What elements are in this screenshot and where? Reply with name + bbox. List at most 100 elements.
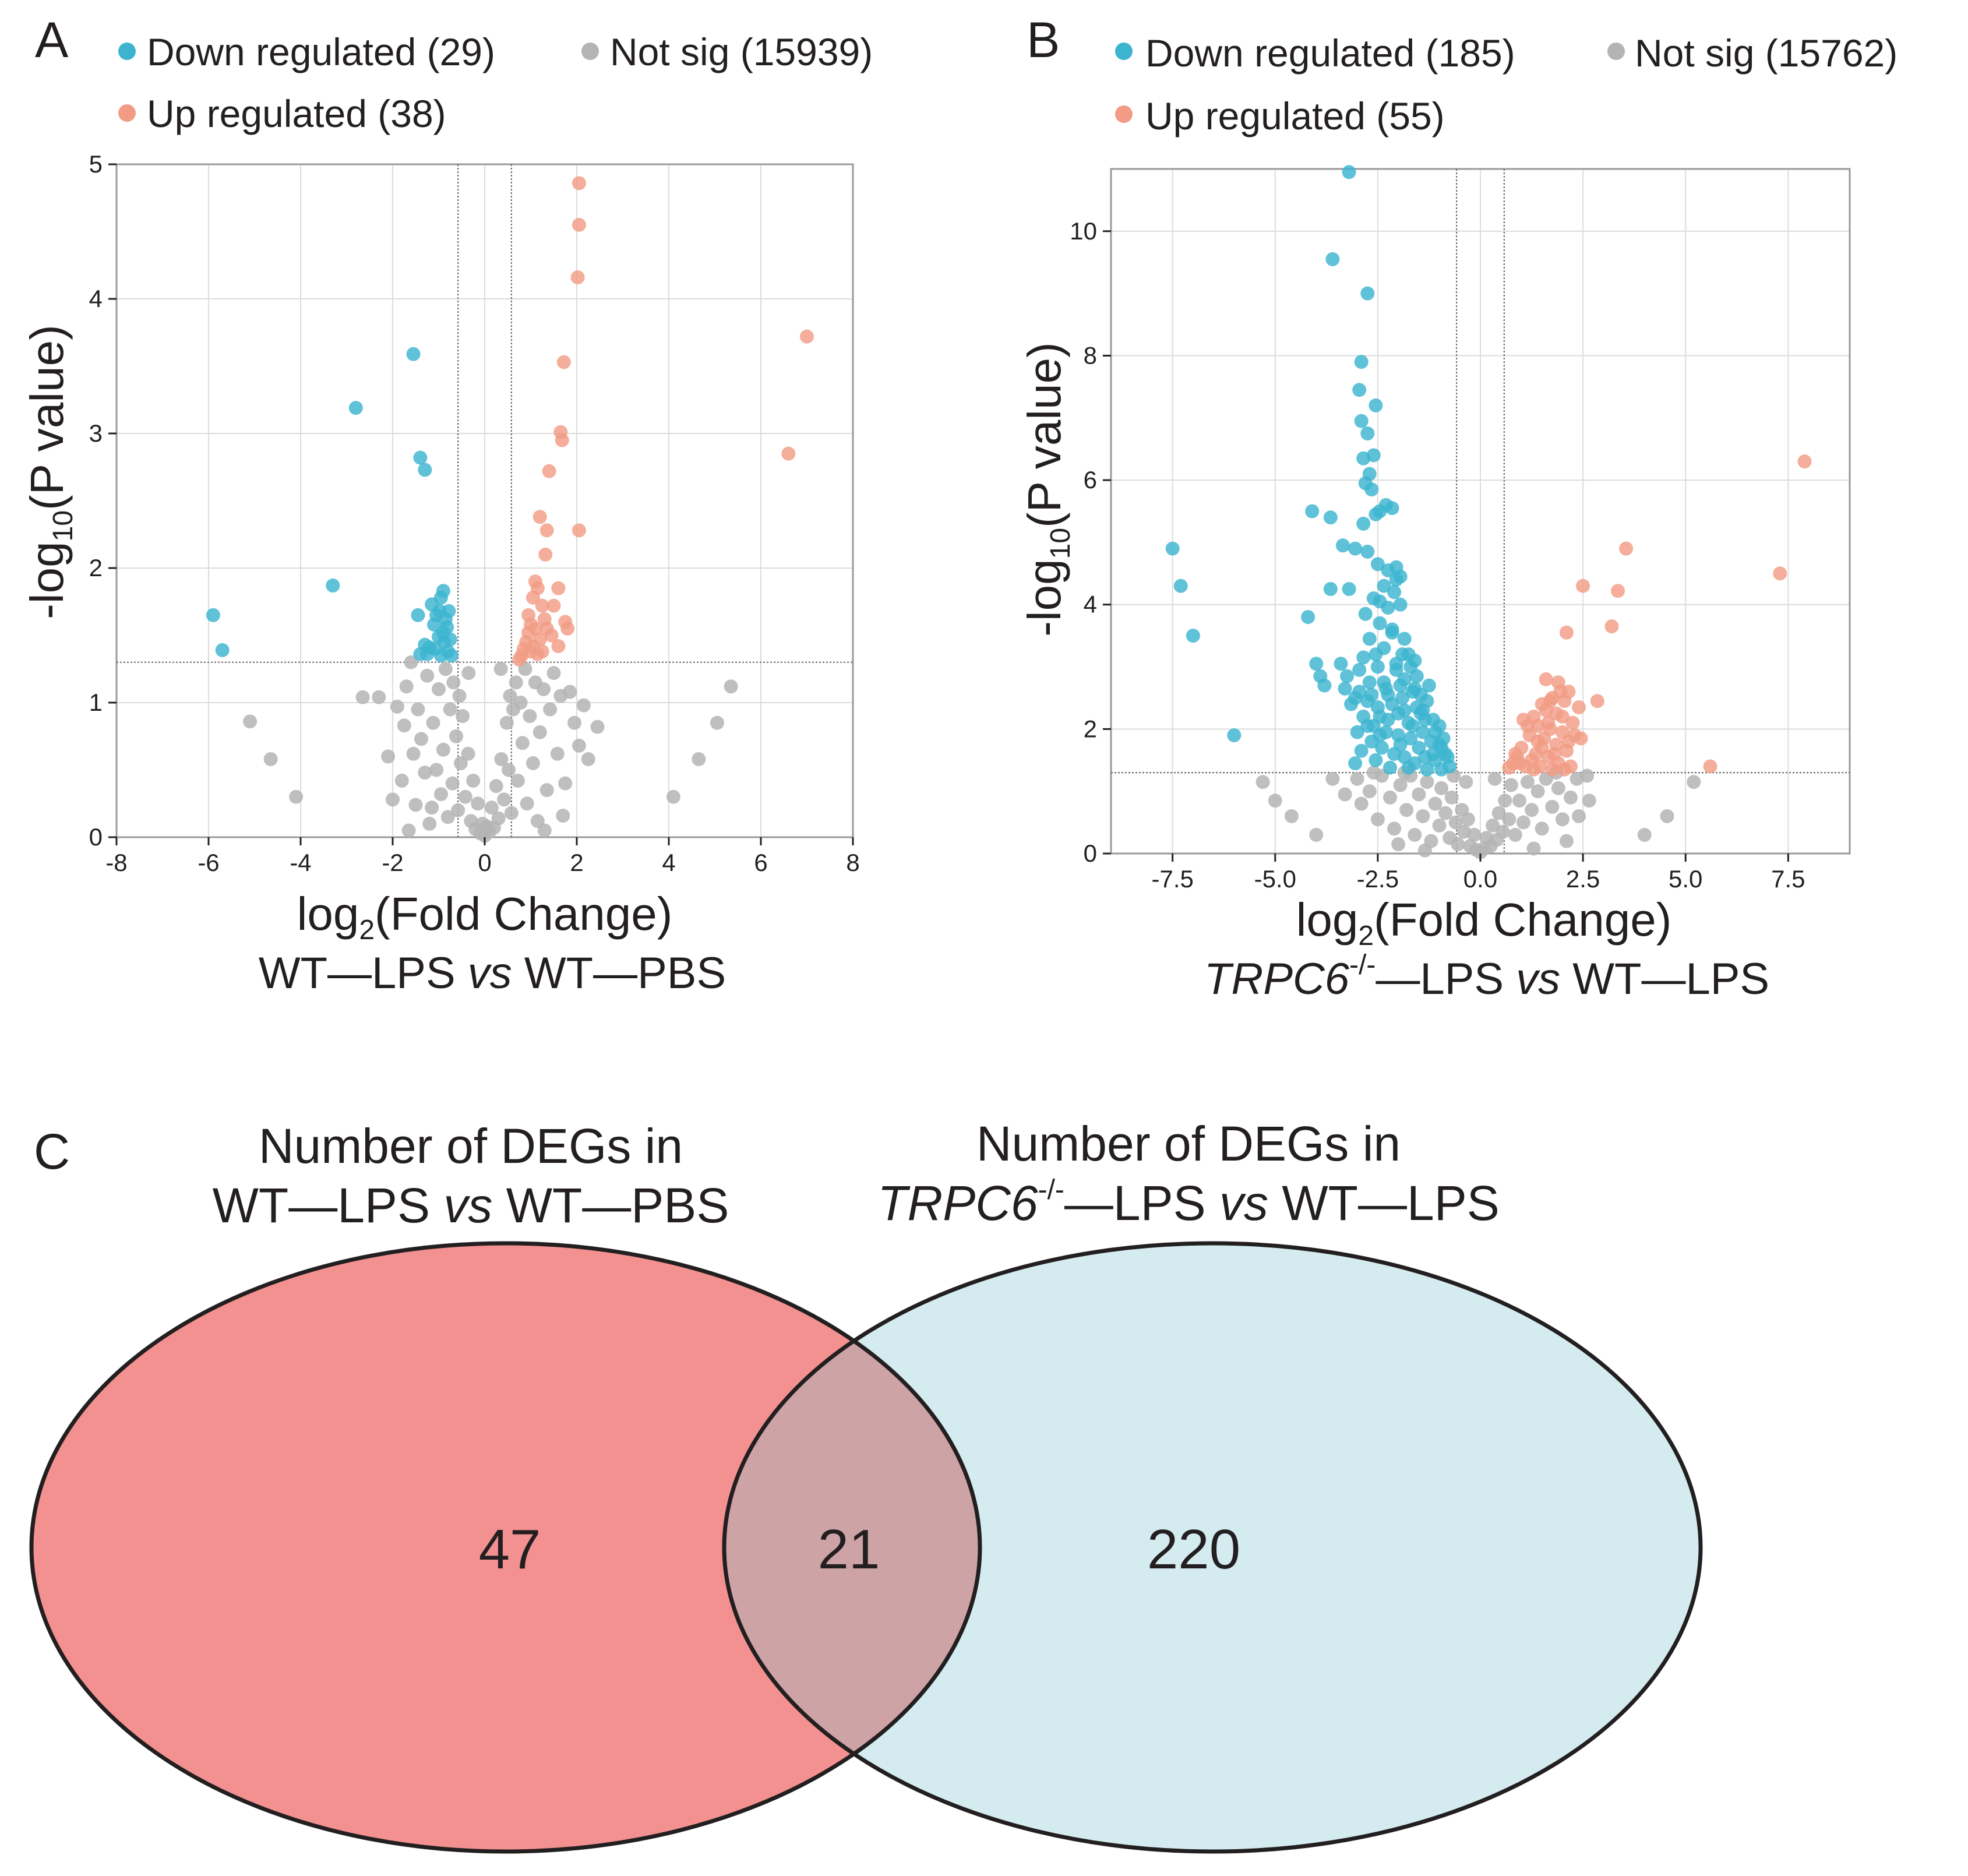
point-b-down-44 — [1370, 660, 1385, 674]
point-a-up-12 — [538, 547, 553, 562]
point-b-not-sig-20 — [1432, 818, 1447, 833]
point-b-down-76 — [1354, 743, 1369, 758]
point-b-not-sig-10 — [1387, 821, 1402, 836]
point-a-not-sig-8 — [397, 718, 411, 733]
point-b-not-sig-62 — [1338, 787, 1352, 802]
venn-right-title-right: WT—LPS — [1282, 1176, 1499, 1230]
point-a-not-sig-56 — [515, 736, 530, 750]
point-b-up-38 — [1703, 759, 1717, 774]
point-a-up-35 — [560, 621, 575, 636]
point-a-not-sig-19 — [429, 763, 444, 777]
point-b-not-sig-6 — [1362, 784, 1377, 799]
point-b-down-27 — [1377, 579, 1391, 593]
point-a-not-sig-29 — [451, 803, 465, 817]
point-b-not-sig-64 — [1417, 843, 1432, 858]
point-b-down-3 — [1354, 355, 1369, 369]
point-a-not-sig-77 — [692, 752, 706, 767]
y-tick-label-b-5: 10 — [1070, 217, 1097, 245]
venn-left-circle — [31, 1243, 980, 1852]
point-b-not-sig-72 — [1580, 768, 1595, 783]
point-b-down-47 — [1340, 669, 1355, 683]
point-b-down-29 — [1323, 582, 1338, 597]
comparison-b-vs: vs — [1516, 954, 1560, 1004]
x-tick-label-a-8: 8 — [846, 849, 859, 876]
venn-left-title-vs: vs — [443, 1178, 492, 1233]
point-a-up-1 — [572, 217, 586, 232]
x-tick-label-b-6: 7.5 — [1771, 865, 1805, 893]
point-b-up-13 — [1590, 694, 1604, 708]
panel-label-b: B — [1027, 12, 1060, 68]
point-b-down-119 — [1401, 647, 1416, 662]
point-b-down-106 — [1309, 657, 1324, 671]
point-b-down-96 — [1377, 675, 1391, 690]
x-tick-label-a-4: 0 — [478, 849, 491, 876]
point-a-not-sig-15 — [418, 766, 432, 780]
venn-overlap-count: 21 — [818, 1518, 880, 1581]
point-b-down-102 — [1186, 629, 1200, 643]
point-b-not-sig-68 — [1487, 771, 1502, 786]
point-b-down-118 — [1389, 573, 1403, 587]
point-b-up-44 — [1547, 747, 1561, 761]
comparison-a-vs: vs — [468, 948, 512, 998]
point-a-not-sig-2 — [289, 789, 304, 804]
point-a-not-sig-4 — [372, 690, 386, 704]
point-b-not-sig-63 — [1391, 837, 1406, 851]
legend-b-up-label: Up regulated (55) — [1145, 94, 1445, 137]
xlabel-b-suffix: (Fold Change) — [1374, 894, 1671, 946]
point-b-down-114 — [1434, 740, 1449, 755]
comparison-a-right: WT—PBS — [524, 948, 726, 998]
point-a-up-10 — [539, 523, 554, 538]
point-a-not-sig-26 — [445, 776, 460, 791]
point-a-up-30 — [539, 621, 554, 636]
point-b-not-sig-3 — [1309, 827, 1324, 842]
legend-a-notsig-label: Not sig (15939) — [610, 30, 873, 73]
point-a-down-28 — [432, 604, 447, 618]
point-a-not-sig-67 — [546, 666, 561, 680]
legend-b-down-marker — [1115, 43, 1133, 60]
point-a-down-21 — [443, 632, 457, 647]
x-tick-label-b-5: 5.0 — [1669, 865, 1702, 893]
point-b-up-52 — [1530, 734, 1545, 749]
point-a-up-9 — [532, 510, 547, 524]
point-a-not-sig-53 — [509, 675, 523, 690]
point-a-not-sig-46 — [491, 811, 506, 826]
y-tick-label-a-1: 1 — [89, 689, 103, 716]
point-b-not-sig-40 — [1496, 824, 1510, 839]
point-b-down-121 — [1356, 650, 1371, 665]
point-b-down-113 — [1428, 725, 1443, 739]
point-a-not-sig-79 — [724, 679, 738, 694]
point-a-not-sig-0 — [243, 714, 258, 729]
point-a-not-sig-6 — [390, 699, 404, 714]
point-b-down-18 — [1323, 510, 1338, 525]
point-b-down-2 — [1360, 286, 1375, 301]
point-b-down-101 — [1173, 579, 1188, 593]
point-a-down-27 — [428, 641, 442, 656]
point-a-not-sig-45 — [489, 779, 503, 794]
point-b-up-8 — [1539, 672, 1553, 686]
point-b-not-sig-46 — [1516, 815, 1530, 830]
point-b-up-43 — [1521, 719, 1535, 734]
point-b-not-sig-31 — [1467, 827, 1482, 842]
panel-a: A Down regulated (29) Not sig (15939) Up… — [21, 12, 873, 998]
legend-a-notsig-marker — [581, 43, 599, 60]
point-b-down-120 — [1369, 647, 1383, 662]
point-b-up-1 — [1773, 566, 1787, 581]
point-a-up-2 — [570, 270, 585, 285]
point-a-down-2 — [326, 579, 340, 593]
point-b-down-9 — [1356, 451, 1371, 466]
point-b-down-22 — [1360, 544, 1375, 559]
point-a-up-11 — [572, 523, 586, 538]
point-a-not-sig-80 — [401, 823, 416, 838]
point-a-down-14 — [436, 584, 450, 598]
point-a-not-sig-74 — [576, 698, 591, 713]
legend-b-notsig-label: Not sig (15762) — [1635, 31, 1898, 75]
point-b-not-sig-55 — [1563, 790, 1578, 805]
point-a-not-sig-23 — [438, 662, 453, 676]
point-a-down-6 — [418, 463, 432, 477]
point-b-not-sig-14 — [1408, 827, 1422, 842]
point-a-not-sig-63 — [532, 725, 547, 739]
point-b-down-12 — [1364, 482, 1379, 497]
xlabel-a-sub: 2 — [359, 915, 375, 946]
point-b-not-sig-7 — [1370, 812, 1385, 827]
